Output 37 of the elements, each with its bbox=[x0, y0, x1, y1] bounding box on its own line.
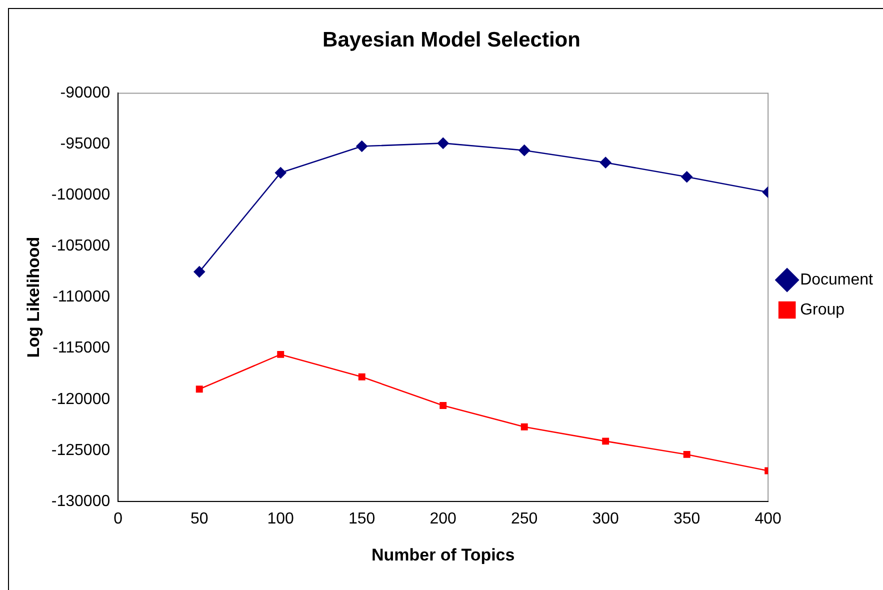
x-tick-label: 200 bbox=[430, 510, 457, 528]
point bbox=[196, 386, 203, 393]
legend-label: Group bbox=[800, 301, 845, 318]
y-tick-label: -95000 bbox=[60, 136, 110, 153]
y-tick-label: -90000 bbox=[60, 84, 110, 102]
x-tick-label: 50 bbox=[190, 510, 208, 528]
legend-label: Document bbox=[800, 271, 874, 288]
x-tick-label: 0 bbox=[114, 510, 123, 528]
point bbox=[600, 156, 612, 168]
point bbox=[520, 423, 528, 430]
point bbox=[194, 266, 206, 278]
x-tick-label: 350 bbox=[673, 510, 700, 528]
point bbox=[358, 373, 366, 380]
point bbox=[440, 402, 447, 409]
x-tick-label: 300 bbox=[592, 510, 620, 528]
x-tick-label: 250 bbox=[510, 510, 538, 528]
y-tick-label: -130000 bbox=[51, 492, 110, 510]
point bbox=[277, 350, 284, 358]
y-tick-label: -100000 bbox=[51, 186, 110, 204]
y-axis-title: Log Likelihood bbox=[24, 236, 43, 358]
point bbox=[681, 171, 692, 183]
y-tick-label: -105000 bbox=[51, 238, 110, 255]
point bbox=[518, 144, 530, 156]
x-tick-label: 150 bbox=[348, 510, 376, 528]
x-axis-title: Number of Topics bbox=[371, 545, 515, 564]
y-tick-label: -115000 bbox=[52, 340, 110, 357]
point bbox=[274, 167, 286, 178]
y-tick-label: -125000 bbox=[51, 442, 110, 459]
point bbox=[437, 138, 449, 149]
y-tick-label: -120000 bbox=[51, 390, 110, 408]
x-tick-label: 400 bbox=[754, 510, 782, 528]
x-tick-label: 100 bbox=[267, 510, 294, 528]
point bbox=[356, 140, 368, 152]
chart-title: Bayesian Model Selection bbox=[322, 28, 580, 52]
point bbox=[683, 450, 690, 458]
point bbox=[602, 438, 610, 445]
y-tick-label: -110000 bbox=[52, 288, 110, 306]
